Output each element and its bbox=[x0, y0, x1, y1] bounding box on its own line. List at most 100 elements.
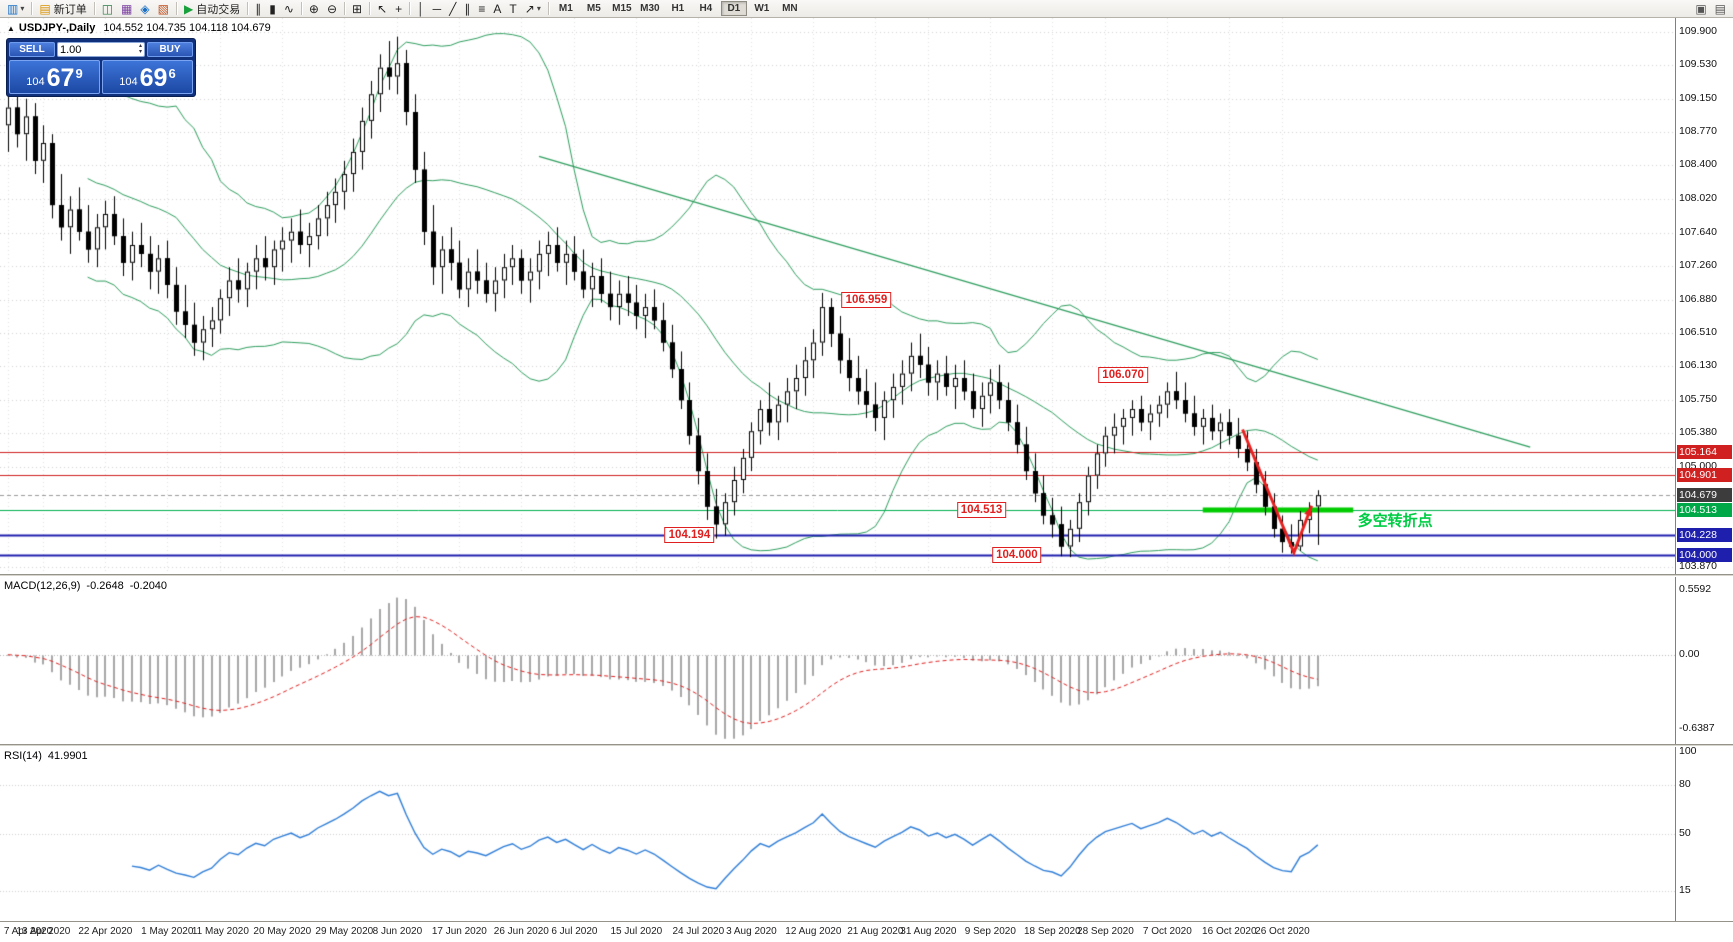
timeframe-m5-button[interactable]: M5 bbox=[586, 3, 601, 14]
tile-windows-button[interactable]: ⊞ bbox=[348, 1, 366, 17]
shapes-button[interactable]: ↗ ▾ bbox=[521, 1, 545, 17]
line-chart-button[interactable]: ∿ bbox=[280, 1, 298, 17]
toolbar-menu-button[interactable]: ▤ bbox=[1711, 1, 1730, 17]
bar-chart-icon: ∥ bbox=[255, 1, 262, 16]
sell-price-prefix: 104 bbox=[26, 76, 45, 88]
horizontal-line-button[interactable]: ─ bbox=[429, 1, 446, 17]
date-tick-label: 8 Jun 2020 bbox=[372, 926, 423, 937]
buy-price[interactable]: 104 69 6 bbox=[102, 60, 193, 94]
timeframe-mn-button[interactable]: MN bbox=[782, 3, 798, 14]
terminal-button[interactable]: ▧ bbox=[154, 1, 173, 17]
new-order-button-label: 新订单 bbox=[53, 3, 87, 16]
market-watch-button[interactable]: ◫ bbox=[98, 1, 117, 17]
price-tick-label: 107.640 bbox=[1679, 225, 1717, 238]
macd-panel: MACD(12,26,9) -0.2648 -0.2040 bbox=[0, 577, 1675, 744]
lot-size-value: 1.00 bbox=[60, 43, 82, 56]
price-tick-label: 105.380 bbox=[1679, 426, 1717, 438]
price-line-badge: 104.000 bbox=[1677, 548, 1732, 563]
horizontal-line-icon: ─ bbox=[432, 1, 442, 16]
macd-signal-value: -0.2040 bbox=[129, 580, 168, 592]
vertical-line-button[interactable]: │ bbox=[413, 1, 429, 17]
price-flag[interactable]: 104.513 bbox=[956, 501, 1007, 518]
lot-increase-icon[interactable]: ▴ bbox=[138, 42, 142, 49]
sell-price-pip: 9 bbox=[75, 66, 83, 81]
timeframe-h1-button[interactable]: H1 bbox=[671, 3, 685, 14]
navigator-icon: ◈ bbox=[140, 1, 150, 16]
chart-window-button[interactable]: ▣ bbox=[1691, 1, 1710, 17]
timeframe-m15-button[interactable]: M15 bbox=[612, 3, 632, 14]
bar-chart-button[interactable]: ∥ bbox=[251, 1, 265, 17]
zoom-out-button[interactable]: ⊖ bbox=[323, 1, 341, 17]
time-axis[interactable]: 7 Apr 2020 13 Apr 2020 22 Apr 2020 1 May 20… bbox=[0, 921, 1733, 942]
date-tick-label: 16 Oct 2020 bbox=[1202, 926, 1257, 937]
date-tick-label: 1 May 2020 bbox=[141, 926, 194, 937]
channel-button[interactable]: ∥ bbox=[460, 1, 474, 17]
timeframe-m30-button[interactable]: M30 bbox=[640, 3, 660, 14]
toolbar-separator bbox=[409, 2, 411, 15]
date-tick-label: 24 Jul 2020 bbox=[672, 926, 725, 937]
date-tick-label: 6 Jul 2020 bbox=[551, 926, 598, 937]
macd-value: -0.2648 bbox=[86, 580, 124, 592]
timeframe-d1-button[interactable]: D1 bbox=[720, 1, 747, 16]
data-window-icon: ▦ bbox=[121, 1, 133, 16]
candlestick-chart-icon: ▮ bbox=[269, 1, 276, 16]
cursor-icon: ↖ bbox=[377, 1, 388, 16]
data-window-button[interactable]: ▦ bbox=[117, 1, 136, 17]
channel-icon: ∥ bbox=[464, 1, 471, 16]
new-order-button[interactable]: ▤ 新订单 bbox=[35, 1, 90, 17]
buy-price-prefix: 104 bbox=[119, 76, 138, 88]
lot-decrease-icon[interactable]: ▾ bbox=[138, 48, 142, 55]
symbol-period-label: USDJPY-,Daily bbox=[18, 22, 96, 34]
rsi-canvas[interactable] bbox=[0, 747, 1675, 921]
macd-name: MACD(12,26,9) bbox=[4, 580, 81, 592]
timeframe-h4-button[interactable]: H4 bbox=[699, 3, 713, 14]
auto-trading-button[interactable]: ▶ 自动交易 bbox=[180, 1, 244, 17]
dropdown-arrow-icon: ▾ bbox=[536, 4, 541, 13]
price-tick-label: 107.260 bbox=[1679, 259, 1717, 272]
one-click-trading-panel: SELL 1.00 ▴ ▾ BUY 104 67 9 104 69 6 bbox=[6, 38, 196, 97]
crosshair-button[interactable]: + bbox=[391, 1, 406, 17]
navigator-button[interactable]: ◈ bbox=[136, 1, 153, 17]
price-flag[interactable]: 104.000 bbox=[992, 546, 1042, 563]
trendline-button[interactable]: ╱ bbox=[445, 1, 460, 17]
toolbar-separator bbox=[31, 2, 33, 15]
price-flag[interactable]: 104.194 bbox=[664, 527, 715, 544]
macd-canvas[interactable] bbox=[0, 577, 1675, 744]
crosshair-icon: + bbox=[395, 1, 403, 16]
date-tick-label: 31 Aug 2020 bbox=[900, 926, 957, 937]
panel-separator[interactable] bbox=[0, 574, 1733, 577]
new-chart-button[interactable]: ▥ ▾ bbox=[3, 1, 28, 17]
label-button[interactable]: T bbox=[505, 1, 520, 17]
tile-windows-icon: ⊞ bbox=[352, 1, 363, 16]
panel-separator[interactable] bbox=[0, 744, 1733, 747]
ohlc-values: 104.552 104.735 104.118 104.679 bbox=[103, 22, 271, 34]
sell-button[interactable]: SELL bbox=[9, 42, 55, 57]
toolbar-menu-icon: ▤ bbox=[1714, 1, 1726, 16]
rsi-axis-label: 80 bbox=[1679, 777, 1691, 790]
text-button[interactable]: A bbox=[489, 1, 505, 17]
price-axis[interactable]: 109.900 109.530 109.150 108.770 108.400 108.0… bbox=[1675, 18, 1733, 921]
cursor-button[interactable]: ↖ bbox=[373, 1, 391, 17]
price-tick-label: 106.510 bbox=[1679, 325, 1717, 338]
timeframe-w1-button[interactable]: W1 bbox=[754, 3, 770, 14]
trendline-icon: ╱ bbox=[449, 1, 457, 16]
new-chart-icon: ▥ bbox=[7, 1, 19, 16]
buy-button[interactable]: BUY bbox=[147, 42, 193, 57]
price-tick-label: 105.750 bbox=[1679, 393, 1717, 406]
sell-price[interactable]: 104 67 9 bbox=[9, 60, 100, 94]
collapse-panel-icon[interactable]: ▲ bbox=[7, 23, 15, 33]
date-tick-label: 3 Aug 2020 bbox=[726, 926, 777, 937]
zoom-in-button[interactable]: ⊕ bbox=[305, 1, 323, 17]
chart-annotation[interactable]: 多空转折点 bbox=[1357, 512, 1433, 530]
lot-stepper[interactable]: ▴ ▾ bbox=[138, 42, 142, 56]
fibonacci-button[interactable]: ≡ bbox=[474, 1, 489, 17]
lot-size-field[interactable]: 1.00 ▴ ▾ bbox=[57, 42, 145, 57]
zoom-in-icon: ⊕ bbox=[308, 1, 319, 16]
toolbar-separator bbox=[175, 2, 177, 15]
price-line-badge: 104.679 bbox=[1677, 488, 1732, 503]
price-flag[interactable]: 106.070 bbox=[1098, 367, 1148, 384]
main-chart-canvas[interactable] bbox=[0, 18, 1675, 574]
timeframe-m1-button[interactable]: M1 bbox=[558, 3, 573, 14]
price-flag[interactable]: 106.959 bbox=[841, 291, 892, 308]
candlestick-chart-button[interactable]: ▮ bbox=[265, 1, 280, 17]
